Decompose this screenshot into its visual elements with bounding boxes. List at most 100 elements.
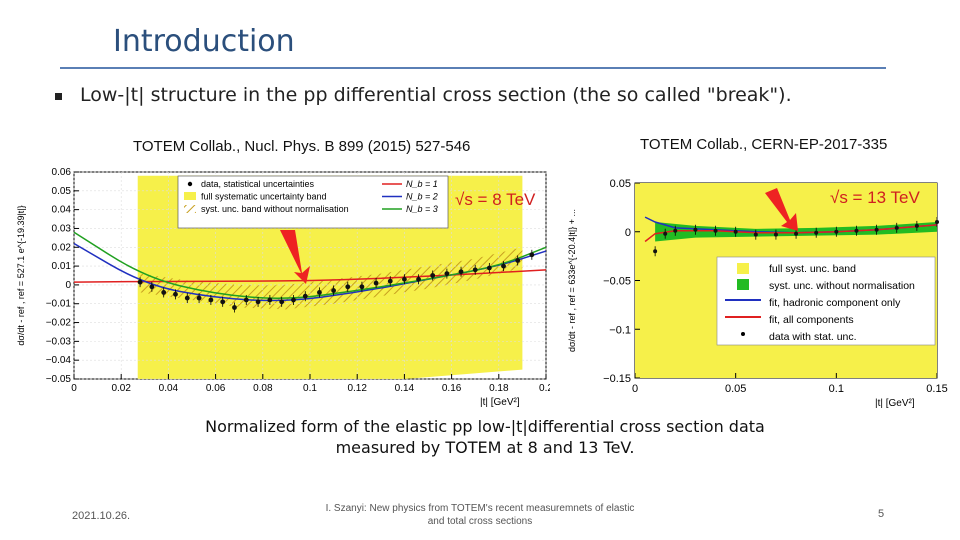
bullet-text: Low-|t| structure in the pp differential… bbox=[80, 84, 792, 106]
right-chart: dσ/dt - ref , ref = 633e^{-20.4|t|} + ..… bbox=[567, 178, 948, 409]
legend-marker-band bbox=[184, 192, 196, 200]
x-tick-label: 0.1 bbox=[829, 383, 844, 395]
data-point bbox=[773, 232, 778, 237]
bullet-point: Low-|t| structure in the pp differential… bbox=[55, 84, 792, 106]
data-point bbox=[753, 232, 758, 237]
data-point bbox=[416, 276, 421, 282]
y-tick-label: 0.02 bbox=[52, 242, 72, 253]
y-tick-label: 0.04 bbox=[52, 205, 72, 216]
right-energy-label: √s = 13 TeV bbox=[830, 188, 920, 207]
y-tick-label: 0 bbox=[65, 280, 71, 291]
data-point bbox=[196, 295, 202, 301]
data-point bbox=[387, 278, 393, 284]
legend-label: full systematic uncertainty band bbox=[201, 192, 327, 202]
legend-label: data with stat. unc. bbox=[769, 331, 857, 343]
data-point bbox=[345, 284, 351, 290]
y-tick-label: −0.02 bbox=[46, 318, 72, 329]
data-point bbox=[854, 228, 859, 233]
y-tick-label: 0.03 bbox=[52, 223, 72, 234]
legend-label: full syst. unc. band bbox=[769, 263, 856, 275]
left-y-axis-label: dσ/dt - ref , ref = 527.1 e^{-19.39|t|} bbox=[16, 205, 26, 345]
figure-caption: Normalized form of the elastic pp low-|t… bbox=[205, 417, 765, 457]
data-point bbox=[302, 293, 308, 299]
data-point bbox=[267, 297, 273, 303]
legend-label: syst. unc. band without normalisation bbox=[201, 204, 349, 214]
slide-title: Introduction bbox=[113, 24, 295, 59]
x-tick-label: 0.18 bbox=[489, 383, 509, 394]
curve-n_b3 bbox=[73, 231, 547, 299]
right-plot-citation: TOTEM Collab., CERN-EP-2017-335 bbox=[640, 136, 888, 153]
footer-date: 2021.10.26. bbox=[72, 510, 131, 522]
data-point bbox=[794, 231, 799, 236]
x-tick-label: 0.08 bbox=[253, 383, 273, 394]
y-tick-label: −0.15 bbox=[603, 373, 631, 385]
y-tick-label: 0.05 bbox=[610, 178, 631, 190]
data-point bbox=[733, 229, 738, 234]
bullet-icon bbox=[55, 92, 62, 100]
left-legend-box bbox=[177, 175, 449, 229]
data-point bbox=[373, 280, 379, 286]
x-tick-label: 0.02 bbox=[111, 383, 131, 394]
data-point bbox=[317, 290, 322, 295]
data-point bbox=[208, 297, 214, 303]
data-point bbox=[486, 265, 492, 271]
data-point bbox=[501, 263, 506, 269]
data-point bbox=[232, 305, 237, 310]
y-tick-label: 0.06 bbox=[52, 167, 72, 178]
x-tick-label: 0.2 bbox=[539, 383, 550, 394]
x-tick-label: 0 bbox=[632, 383, 638, 395]
data-point bbox=[814, 230, 819, 235]
right-y-axis-title: dσ/dt - ref , ref = 633e^{-20.4|t|} + ..… bbox=[567, 209, 577, 352]
x-tick-label: 0.15 bbox=[926, 383, 947, 395]
data-point bbox=[255, 299, 261, 305]
data-point bbox=[173, 291, 178, 297]
data-point bbox=[834, 229, 839, 234]
data-point bbox=[220, 299, 226, 305]
data-point bbox=[472, 267, 478, 273]
data-point bbox=[693, 227, 698, 232]
left-energy-label: √s = 8 TeV bbox=[455, 190, 536, 209]
data-point bbox=[874, 227, 879, 232]
data-point bbox=[291, 297, 296, 303]
legend-label: fit, hadronic component only bbox=[769, 297, 901, 309]
y-tick-label: −0.04 bbox=[46, 355, 72, 366]
legend-label: N_b = 1 bbox=[406, 179, 438, 189]
data-point bbox=[458, 269, 464, 275]
data-point bbox=[713, 228, 718, 233]
legend-label: N_b = 2 bbox=[406, 192, 438, 202]
title-divider bbox=[60, 67, 886, 69]
legend-marker-hatch bbox=[184, 205, 196, 213]
x-tick-label: 0.16 bbox=[442, 383, 462, 394]
data-point bbox=[137, 279, 143, 285]
legend-label: fit, all components bbox=[769, 314, 854, 326]
data-point bbox=[402, 276, 407, 282]
left-y-axis-title: dσ/dt - ref , ref = 527.1 e^{-19.39|t|} bbox=[16, 205, 26, 345]
data-point bbox=[359, 284, 365, 290]
data-point bbox=[444, 271, 450, 277]
legend-marker-band bbox=[737, 263, 749, 274]
curve-n_b1 bbox=[73, 269, 547, 283]
data-point bbox=[331, 288, 336, 293]
data-point bbox=[529, 252, 535, 258]
y-tick-label: −0.03 bbox=[46, 336, 72, 347]
left-chart: dσ/dt - ref , ref = 527.1 e^{-19.39|t|} … bbox=[16, 167, 550, 408]
x-tick-label: 0.1 bbox=[303, 383, 317, 394]
y-tick-label: 0 bbox=[625, 227, 631, 239]
left-x-axis-label: |t| [GeV²] bbox=[480, 397, 520, 408]
x-tick-label: 0.04 bbox=[159, 383, 179, 394]
y-tick-label: 0.01 bbox=[52, 261, 72, 272]
left-arrow-icon bbox=[280, 230, 310, 284]
right-arrow-icon bbox=[765, 188, 798, 231]
y-tick-label: −0.05 bbox=[46, 374, 72, 385]
legend-marker-green bbox=[737, 279, 749, 290]
data-point bbox=[149, 284, 155, 290]
data-point bbox=[653, 249, 658, 254]
data-point bbox=[430, 273, 436, 278]
data-point bbox=[243, 297, 249, 303]
data-point bbox=[515, 258, 521, 263]
data-point bbox=[673, 228, 678, 233]
legend-label: syst. unc. without normalisation bbox=[769, 280, 915, 292]
data-point bbox=[935, 220, 939, 224]
footer-presenter: I. Szanyi: New physics from TOTEM's rece… bbox=[325, 503, 635, 527]
data-point bbox=[184, 295, 190, 301]
